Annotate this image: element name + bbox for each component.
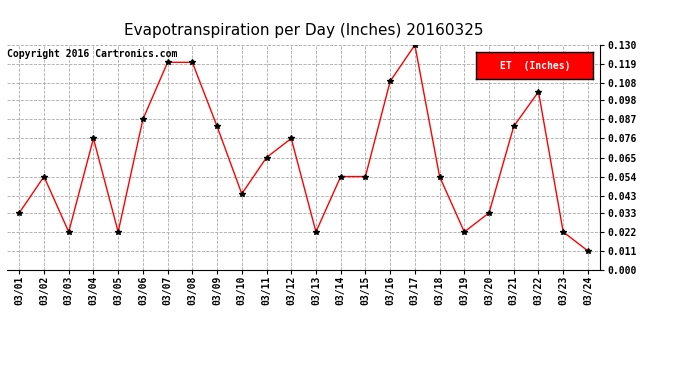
Text: ET  (Inches): ET (Inches) — [500, 61, 570, 70]
Text: Copyright 2016 Cartronics.com: Copyright 2016 Cartronics.com — [7, 49, 177, 59]
Text: Evapotranspiration per Day (Inches) 20160325: Evapotranspiration per Day (Inches) 2016… — [124, 22, 484, 38]
